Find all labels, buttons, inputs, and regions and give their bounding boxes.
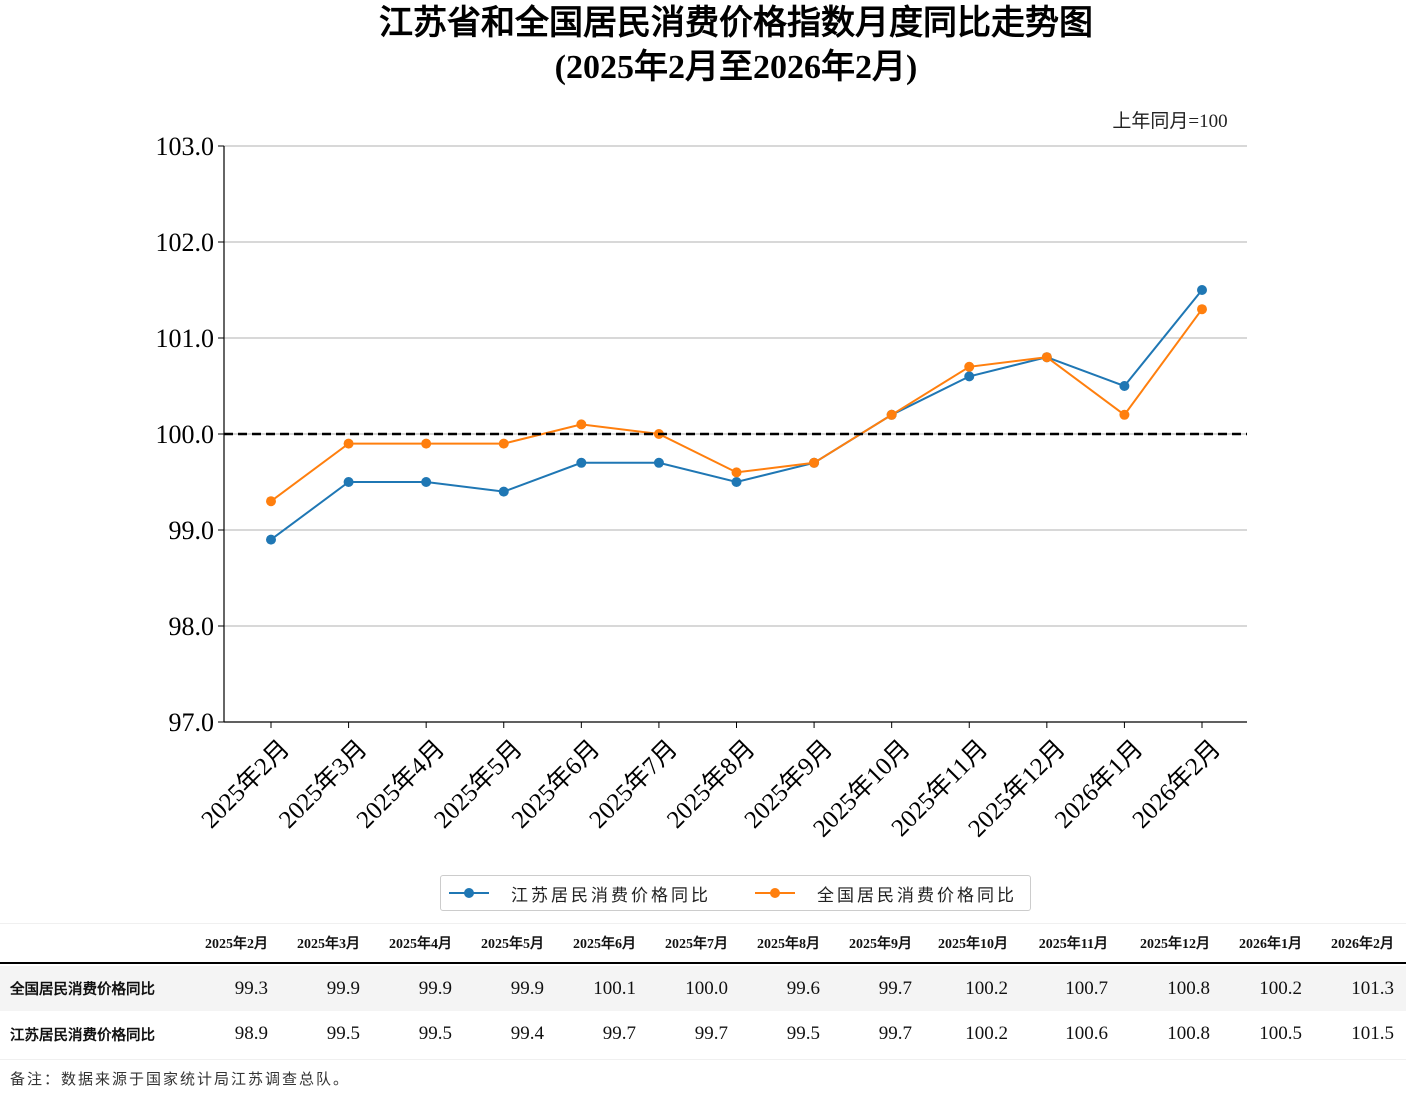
data-point-jiangsu <box>266 534 276 545</box>
data-point-national <box>266 496 276 507</box>
data-point-national <box>498 438 509 449</box>
data-point-jiangsu <box>576 457 587 468</box>
data-point-jiangsu <box>964 371 975 382</box>
table-cell: 99.7 <box>878 1023 912 1044</box>
table-row: 全国居民消费价格同比 99.3 99.9 99.9 99.9 100.1 100.0 99.… <box>0 966 1406 1011</box>
legend-label-jiangsu: 江苏居民消费价格同比 <box>511 885 711 906</box>
legend-swatch-national <box>755 886 795 900</box>
table-cell: 98.9 <box>234 1023 268 1044</box>
line-chart: 97.098.099.0100.0101.0102.0103.02025年2月2… <box>156 132 1247 843</box>
series-line-jiangsu <box>270 289 1203 541</box>
y-tick-label: 99.0 <box>169 516 215 545</box>
data-point-national <box>421 438 432 449</box>
y-tick-label: 101.0 <box>156 324 215 353</box>
chart-subtitle: (2025年2月至2026年2月) <box>554 49 918 86</box>
table-cell: 99.5 <box>418 1023 452 1044</box>
table-header-cell: 2025年12月 <box>1140 937 1210 952</box>
table-header-cell: 2025年9月 <box>849 937 912 952</box>
table-row-label: 江苏居民消费价格同比 <box>10 1027 155 1044</box>
table-header-row: 2025年2月 2025年3月 2025年4月 2025年5月 2025年6月 2025年… <box>0 924 1406 964</box>
data-point-national <box>731 467 742 478</box>
table-header-cell: 2025年11月 <box>1038 937 1108 952</box>
data-point-jiangsu <box>498 486 509 497</box>
table-header-cell: 2026年2月 <box>1331 937 1394 952</box>
data-point-national <box>343 438 354 449</box>
data-point-national <box>1197 304 1207 315</box>
table-cell: 99.5 <box>326 1023 360 1044</box>
table-cell: 100.2 <box>1259 977 1302 999</box>
legend-swatch-jiangsu <box>449 886 489 900</box>
table-cell: 100.1 <box>593 977 636 999</box>
table-cell: 99.6 <box>786 977 820 999</box>
unit-note: 上年同月=100 <box>1112 111 1228 132</box>
table-header-cell: 2025年7月 <box>665 937 728 952</box>
data-point-jiangsu <box>1197 285 1207 295</box>
legend-item-jiangsu[interactable]: 江苏居民消费价格同比 <box>441 876 711 910</box>
data-point-national <box>1041 352 1052 363</box>
table-cell: 100.5 <box>1259 1023 1302 1044</box>
table-cell: 99.9 <box>510 977 544 999</box>
y-tick-label: 103.0 <box>156 132 215 161</box>
table-header-cell: 2025年4月 <box>389 937 452 952</box>
table-header-cell: 2025年3月 <box>297 937 360 952</box>
table-header-cell: 2025年10月 <box>938 937 1008 952</box>
axis-layer: 97.098.099.0100.0101.0102.0103.02025年2月2… <box>156 132 1247 843</box>
y-tick-label: 98.0 <box>169 612 215 641</box>
table-row-label: 全国居民消费价格同比 <box>10 982 155 998</box>
data-point-national <box>1119 409 1130 420</box>
legend-label-national: 全国居民消费价格同比 <box>817 885 1017 906</box>
table-cell: 101.5 <box>1351 1023 1394 1044</box>
legend-item-national[interactable]: 全国居民消费价格同比 <box>747 876 1017 910</box>
table-header-cell: 2025年2月 <box>205 937 268 952</box>
data-point-jiangsu <box>343 477 354 487</box>
table-cell: 99.9 <box>418 977 452 999</box>
table-row: 江苏居民消费价格同比 98.9 99.5 99.5 99.4 99.7 99.7 99.5 9… <box>0 1011 1406 1057</box>
table-cell: 100.8 <box>1167 977 1210 999</box>
data-point-national <box>964 361 975 372</box>
data-point-jiangsu <box>653 457 664 468</box>
data-point-national <box>576 419 587 430</box>
table-cell: 99.3 <box>234 977 268 999</box>
y-tick-label: 100.0 <box>156 420 215 449</box>
data-point-jiangsu <box>1119 381 1130 391</box>
data-point-jiangsu <box>421 477 432 487</box>
table-cell: 99.5 <box>786 1023 820 1044</box>
legend: 江苏居民消费价格同比 全国居民消费价格同比 <box>440 875 1031 911</box>
data-point-national <box>886 409 897 420</box>
table-cell: 99.7 <box>878 977 912 999</box>
chart-title: 江苏省和全国居民消费价格指数月度同比走势图 <box>379 5 1093 42</box>
table-cell: 100.6 <box>1065 1023 1108 1044</box>
table-cell: 99.4 <box>510 1023 544 1044</box>
table-header-cell: 2025年6月 <box>573 937 636 952</box>
table-cell: 100.0 <box>685 977 728 999</box>
table-header-cell: 2025年5月 <box>481 937 544 952</box>
table-cell: 100.7 <box>1065 977 1108 999</box>
y-tick-label: 102.0 <box>156 228 215 257</box>
data-point-jiangsu <box>731 477 742 487</box>
table-cell: 99.9 <box>326 977 360 999</box>
table-cell: 99.7 <box>602 1023 636 1044</box>
data-point-national <box>809 457 820 468</box>
series-layer <box>266 285 1207 545</box>
table-cell: 99.7 <box>694 1023 728 1044</box>
data-table <box>0 923 1406 1060</box>
table-cell: 101.3 <box>1351 977 1394 999</box>
table-cell: 100.8 <box>1167 1023 1210 1044</box>
table-header-cell: 2025年8月 <box>757 937 820 952</box>
table-cell: 100.2 <box>965 977 1008 999</box>
table-header-cell: 2026年1月 <box>1239 937 1302 952</box>
footnote: 备注：数据来源于国家统计局江苏调查总队。 <box>10 1070 351 1088</box>
table-cell: 100.2 <box>965 1023 1008 1044</box>
y-tick-label: 97.0 <box>169 708 215 737</box>
